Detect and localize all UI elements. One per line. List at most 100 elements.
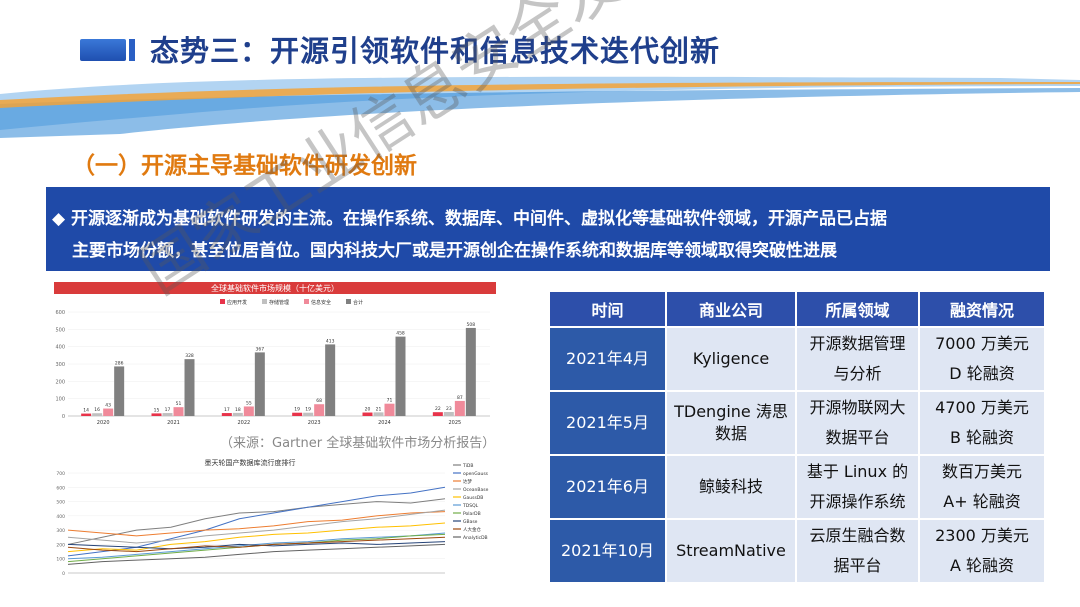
bar-mark — [221, 413, 232, 416]
summary-banner — [46, 187, 1050, 271]
bar-legend-swatch — [220, 299, 225, 304]
bar-data-label: 87 — [457, 395, 463, 401]
row-field: 开源物联网大 数据平台 — [797, 392, 918, 454]
section-title: （一）开源主导基础软件研发创新 — [72, 153, 417, 179]
bar-data-label: 458 — [396, 331, 405, 337]
bar-data-label: 55 — [246, 400, 252, 406]
row-company: 鲸鲮科技 — [667, 456, 795, 518]
line-ytick-label: 700 — [56, 471, 65, 477]
line-legend-label: GBase — [463, 519, 478, 525]
row-funding: 7000 万美元 D 轮融资 — [920, 328, 1044, 390]
line-ytick-label: 500 — [56, 500, 65, 506]
bar-mark — [292, 412, 303, 416]
market-size-bar-chart: 全球基础软件市场规模（十亿美元） 应用开发 存储管理 信息安全 合计 0 100 200 3… — [50, 280, 500, 428]
line-series — [67, 536, 446, 553]
source-note: （来源：Gartner 全球基础软件市场分析报告） — [220, 436, 496, 451]
bar-data-label: 71 — [387, 398, 393, 404]
bar-data-label: 18 — [235, 407, 241, 413]
row-funding: 4700 万美元 B 轮融资 — [920, 392, 1044, 454]
line-legend-label: PolarDB — [463, 511, 481, 517]
bar-mark — [232, 412, 243, 416]
line-legend-label: OceanBase — [463, 487, 489, 493]
bar-category-label: 2023 — [308, 420, 321, 426]
bar-mark — [325, 344, 336, 416]
bar-category-label: 2020 — [97, 420, 110, 426]
title-decoration — [80, 39, 126, 61]
banner-line-1: ◆ 开源逐渐成为基础软件研发的主流。在操作系统、数据库、中间件、虚拟化等基础软件… — [52, 209, 887, 229]
line-legend-label: 人大金仓 — [463, 526, 481, 533]
title-decoration-bar — [129, 39, 135, 61]
bar-data-label: 286 — [115, 360, 124, 366]
bar-legend-swatch — [304, 299, 309, 304]
bar-mark — [443, 412, 454, 416]
bar-data-label: 43 — [105, 403, 111, 409]
line-ytick-label: 300 — [56, 528, 65, 534]
bar-mark — [303, 412, 314, 416]
bar-category-label: 2022 — [237, 420, 250, 426]
bar-mark — [254, 352, 265, 416]
banner-line-2: 主要市场份额，甚至位居首位。国内科技大厂或是开源创企在操作系统和数据库等领域取得… — [72, 241, 837, 261]
table-row: 2021年4月 Kyligence 开源数据管理 与分析 7000 万美元 D 轮融… — [550, 328, 1044, 390]
bar-data-label: 23 — [446, 406, 452, 412]
bar-mark — [395, 336, 406, 416]
slide-title: 态势三：开源引领软件和信息技术迭代创新 — [150, 34, 721, 68]
bar-mark — [162, 413, 173, 416]
bar-data-label: 413 — [326, 338, 335, 344]
bar-mark — [243, 406, 254, 416]
header-time: 时间 — [550, 292, 665, 326]
bar-mark — [432, 412, 443, 416]
line-legend-label: GaussDB — [463, 495, 483, 501]
bar-data-label: 51 — [176, 401, 182, 407]
bar-mark — [465, 327, 476, 416]
bar-data-label: 21 — [376, 406, 382, 412]
line-series — [67, 543, 446, 565]
line-series — [67, 486, 446, 557]
table-row: 2021年10月 StreamNative 云原生融合数 据平台 2300 万美元… — [550, 520, 1044, 582]
bar-data-label: 17 — [165, 407, 171, 413]
line-ytick-label: 400 — [56, 514, 65, 520]
bar-category-label: 2025 — [448, 420, 461, 426]
bar-legend-swatch — [262, 299, 267, 304]
table-header-row: 时间 商业公司 所属领域 融资情况 — [550, 292, 1044, 326]
bar-legend-label: 合计 — [353, 299, 363, 306]
bar-mark — [103, 408, 114, 416]
line-legend-label: openGauss — [463, 471, 489, 477]
bar-data-label: 22 — [435, 406, 441, 412]
bar-data-label: 16 — [94, 407, 100, 413]
row-company: TDengine 涛思数据 — [667, 392, 795, 454]
row-field: 云原生融合数 据平台 — [797, 520, 918, 582]
bar-ytick-label: 400 — [55, 345, 65, 351]
line-series — [67, 511, 446, 537]
bar-category-label: 2024 — [378, 420, 391, 426]
table-row: 2021年6月 鲸鲮科技 基于 Linux 的开源操作系统 数百万美元 A+ 轮融… — [550, 456, 1044, 518]
line-series — [67, 509, 446, 544]
bar-data-label: 508 — [467, 322, 476, 328]
bar-mark — [173, 407, 184, 416]
row-field: 开源数据管理 与分析 — [797, 328, 918, 390]
bar-mark — [81, 413, 92, 416]
header-field: 所属领域 — [797, 292, 918, 326]
bar-chart-title: 全球基础软件市场规模（十亿美元） — [211, 283, 339, 293]
bar-ytick-label: 200 — [55, 379, 65, 385]
funding-table: 时间 商业公司 所属领域 融资情况 2021年4月 Kyligence 开源数据… — [548, 290, 1046, 584]
bar-mark — [314, 404, 325, 416]
line-ytick-label: 100 — [56, 557, 65, 563]
line-legend-label: TDSQL — [462, 503, 479, 509]
bar-ytick-label: 500 — [55, 327, 65, 333]
bar-mark — [373, 412, 384, 416]
bar-data-label: 19 — [294, 407, 300, 413]
bar-data-label: 68 — [316, 398, 322, 404]
bar-data-label: 17 — [224, 407, 230, 413]
table-row: 2021年5月 TDengine 涛思数据 开源物联网大 数据平台 4700 万美… — [550, 392, 1044, 454]
bar-legend-label: 应用开发 — [227, 299, 247, 306]
bar-mark — [151, 413, 162, 416]
line-series — [67, 532, 446, 560]
header-swoosh — [0, 76, 1080, 138]
bar-category-label: 2021 — [167, 420, 180, 426]
row-company: Kyligence — [667, 328, 795, 390]
database-popularity-line-chart: 墨天轮国产数据库流行度排行 0 100 200 300 400 500 600 700 TiD… — [50, 455, 500, 585]
bar-mark — [114, 366, 125, 416]
bar-data-label: 15 — [154, 407, 160, 413]
line-legend-label: AnalyticDB — [463, 535, 488, 541]
bar-mark — [362, 412, 373, 416]
